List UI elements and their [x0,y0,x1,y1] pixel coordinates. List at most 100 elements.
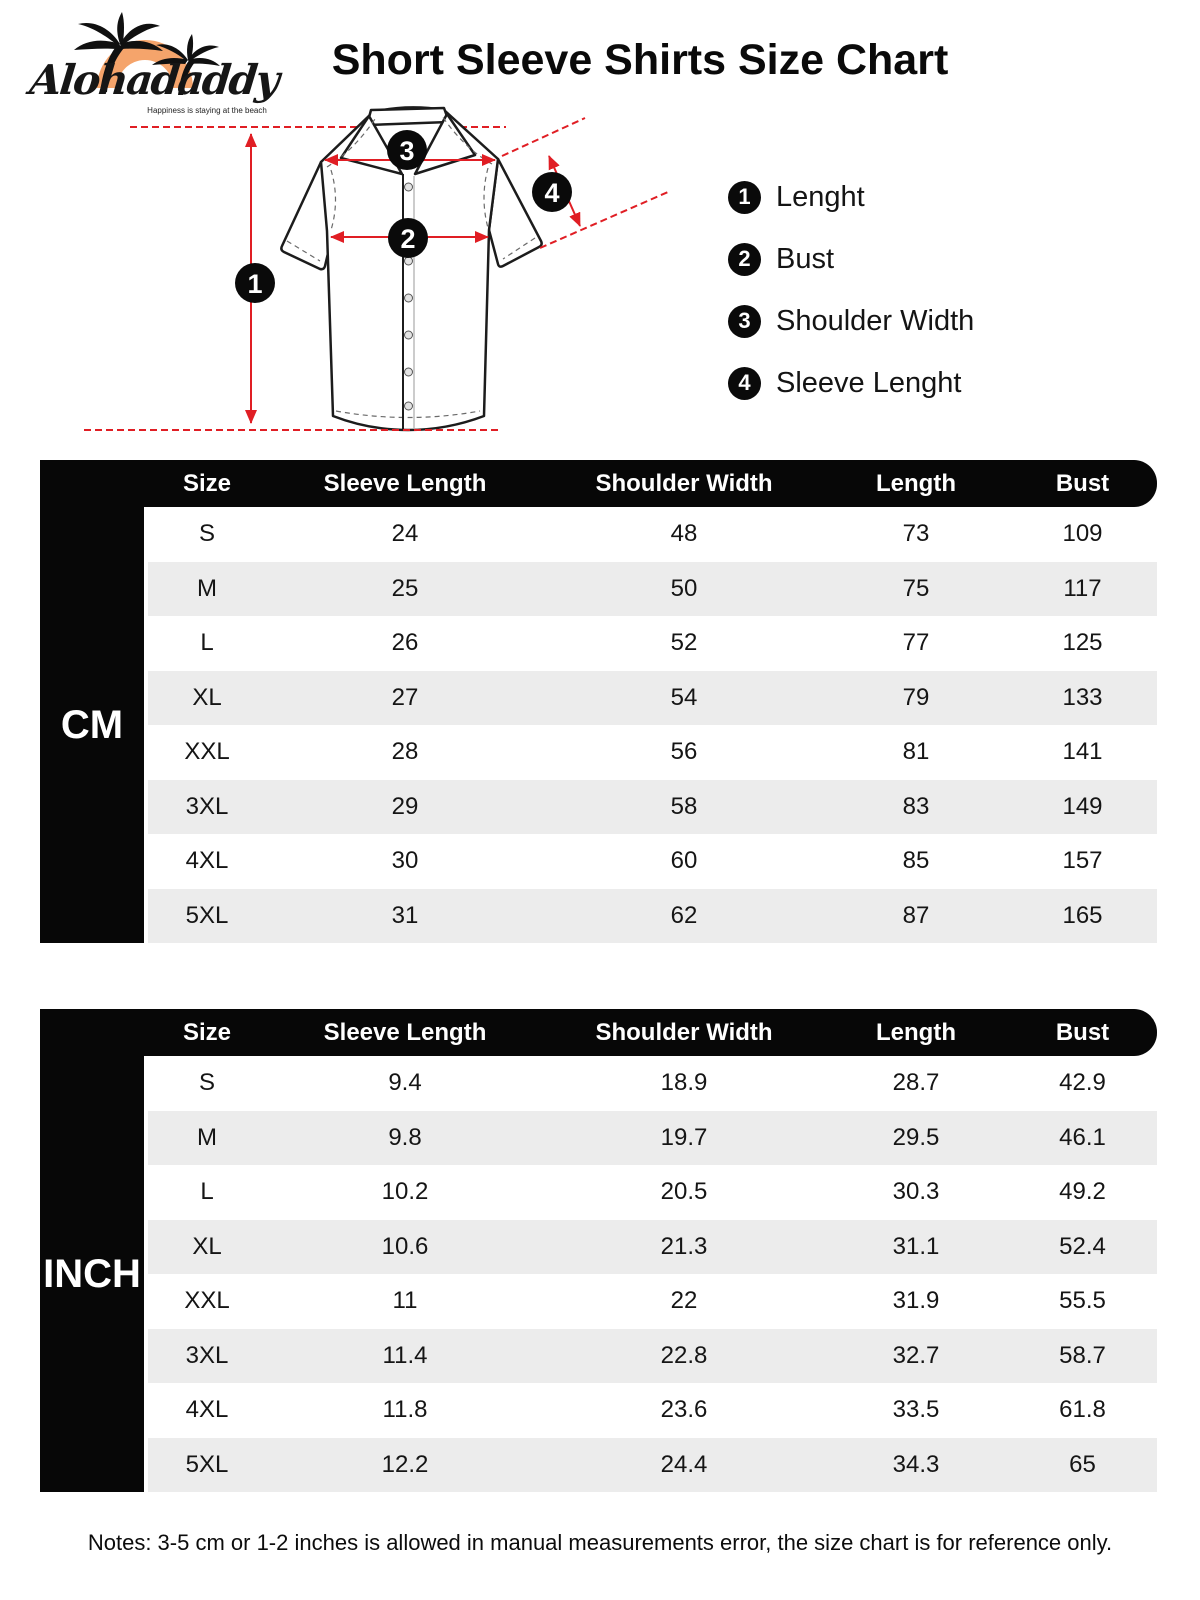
cell-shoulder-width: 23.6 [660,1396,708,1424]
legend-label: Bust [776,242,835,275]
brand-logo: Alohadaddy Happiness is staying at the b… [27,10,280,115]
cell-size: XXL [184,1287,230,1315]
table-row: XXL 11 22 31.9 55.5 [148,1274,1157,1329]
cell-sleeve-length: 29 [391,792,419,820]
cell-bust: 46.1 [1059,1123,1106,1151]
shirt-measurement-diagram: 1 2 3 4 [84,106,669,432]
column-header: Size [182,1018,232,1046]
cell-bust: 125 [1062,629,1103,657]
collar-band [365,106,451,127]
table-body-inch: INCH S 9.4 18.9 28.7 42.9 M 9.8 19.7 29.… [40,1056,1157,1492]
cell-sleeve-length: 28 [391,738,419,766]
table-row: 3XL 11.4 22.8 32.7 58.7 [148,1328,1157,1383]
cell-sleeve-length: 11.8 [382,1396,428,1424]
cell-sleeve-length: 30 [391,847,419,875]
cell-size: L [200,629,214,657]
cell-length: 29.5 [892,1123,940,1151]
cell-bust: 165 [1062,901,1103,929]
palm-tree-left-icon [74,12,163,92]
cell-length: 79 [902,683,930,711]
column-header: Length [876,469,956,497]
cell-sleeve-length: 24 [391,520,419,548]
cell-sleeve-length: 25 [391,574,419,602]
sleeve-lower-reference-line [539,191,669,249]
cell-shoulder-width: 54 [670,683,698,711]
table-row: L 26 52 77 125 [148,616,1157,671]
cell-size: 5XL [185,1450,229,1478]
cell-shoulder-width: 56 [670,738,698,766]
cell-length: 75 [902,574,930,602]
cell-length: 30.3 [892,1178,940,1206]
cell-bust: 117 [1063,574,1102,602]
cell-shoulder-width: 18.9 [660,1069,708,1097]
cell-size: 4XL [185,1396,229,1424]
cell-sleeve-length: 9.4 [388,1069,422,1097]
cell-bust: 49.2 [1059,1178,1106,1206]
cell-shoulder-width: 48 [670,520,698,548]
legend-label: Sleeve Lenght [776,366,962,399]
table-body-cm: CM S 24 48 73 109 M 25 50 75 117 L 26 52… [40,507,1157,943]
column-header: Shoulder Width [595,1018,773,1046]
table-row: 3XL 29 58 83 149 [148,779,1157,834]
cell-size: 4XL [185,847,229,875]
brand-tagline: Happiness is staying at the beach [147,106,267,115]
marker-4-circle [532,172,572,212]
palm-tree-right-icon [152,34,220,95]
legend-number-badge: 2 [728,242,761,276]
shirt-placket [402,174,415,429]
legend-item: 4 Sleeve Lenght [728,366,974,400]
cell-sleeve-length: 10.6 [381,1232,429,1260]
cell-shoulder-width: 58 [670,792,698,820]
table-rows-inch: S 9.4 18.9 28.7 42.9 M 9.8 19.7 29.5 46.… [148,1056,1157,1492]
column-header: Sleeve Length [323,1018,487,1046]
cell-size: M [197,1123,217,1151]
marker-2-number: 2 [400,224,415,254]
cell-sleeve-length: 26 [391,629,419,657]
palm-trees-sun-graphic [74,12,220,95]
legend-label: Lenght [776,180,865,213]
column-header: Size [182,469,232,497]
column-header: Shoulder Width [595,469,773,497]
cell-size: 3XL [185,1341,229,1369]
cell-bust: 58.7 [1059,1341,1106,1369]
column-header: Sleeve Length [323,469,487,497]
cell-shoulder-width: 22 [670,1287,698,1315]
cell-shoulder-width: 60 [670,847,698,875]
table-header-cm: Size Sleeve Length Shoulder Width Length… [40,460,1157,507]
cell-length: 34.3 [892,1450,940,1478]
cell-length: 32.7 [892,1341,940,1369]
sun-arc [97,40,193,88]
column-header: Length [876,1018,956,1046]
table-row: XL 27 54 79 133 [148,670,1157,725]
cell-length: 83 [902,792,930,820]
legend-number-badge: 4 [728,366,761,400]
sleeve-upper-reference-line [501,117,586,157]
cell-length: 33.5 [892,1396,940,1424]
cell-shoulder-width: 19.7 [660,1123,708,1151]
cell-size: XL [192,1232,222,1260]
cell-size: XL [192,683,222,711]
legend-item: 2 Bust [728,242,974,276]
right-sleeve [487,157,543,268]
cell-sleeve-length: 11 [392,1287,418,1315]
table-rows-cm: S 24 48 73 109 M 25 50 75 117 L 26 52 77… [148,507,1157,943]
table-header-inch: Size Sleeve Length Shoulder Width Length… [40,1009,1157,1056]
marker-3-circle [387,130,427,170]
table-row: 4XL 11.8 23.6 33.5 61.8 [148,1383,1157,1438]
cell-length: 87 [902,901,930,929]
cell-size: L [200,1178,214,1206]
cell-bust: 65 [1069,1450,1096,1478]
cell-size: M [197,574,217,602]
table-row: M 9.8 19.7 29.5 46.1 [148,1110,1157,1165]
marker-4-number: 4 [544,178,559,208]
legend-label: Shoulder Width [776,304,975,337]
left-sleeve [280,160,335,271]
notes: Notes: 3-5 cm or 1-2 inches is allowed i… [87,1530,1113,1555]
legend-number-badge: 3 [728,304,761,338]
legend-item: 3 Shoulder Width [728,304,974,338]
cell-shoulder-width: 52 [670,629,698,657]
cell-bust: 141 [1062,738,1103,766]
marker-2-circle [388,218,428,258]
cell-length: 81 [902,738,930,766]
